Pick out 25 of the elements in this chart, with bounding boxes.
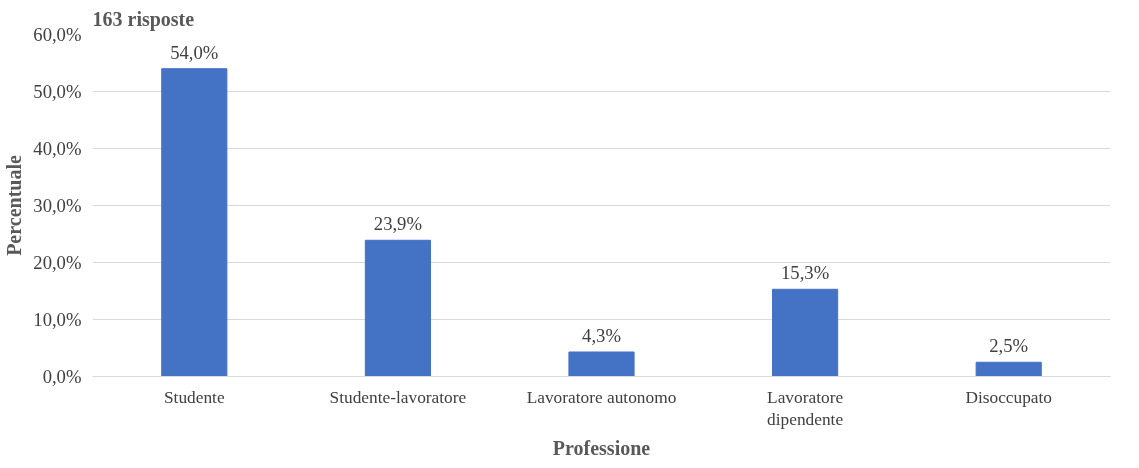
- bar: [568, 351, 635, 377]
- x-tick-label: Disoccupato: [965, 387, 1053, 407]
- y-tick-label: 0,0%: [42, 366, 82, 387]
- x-tick-label: Studente-lavoratore: [329, 387, 467, 407]
- y-tick-label: 40,0%: [33, 138, 82, 159]
- x-tick-label: Lavoratore autonomo: [526, 387, 677, 407]
- y-tick-label: 30,0%: [33, 195, 82, 216]
- chart-title: 163 risposte: [92, 7, 195, 31]
- y-tick-label: 20,0%: [33, 252, 82, 273]
- bar: [364, 239, 431, 377]
- bar: [772, 288, 839, 377]
- data-label: 2,5%: [989, 335, 1029, 357]
- y-axis-title: Percentuale: [3, 155, 26, 256]
- data-label: 4,3%: [582, 324, 621, 346]
- data-label: 54,0%: [170, 41, 219, 63]
- bar: [975, 361, 1042, 377]
- bar: [161, 68, 228, 377]
- y-tick-label: 60,0%: [33, 24, 82, 45]
- x-tick-label: Studente: [163, 387, 225, 407]
- data-label: 23,9%: [373, 213, 423, 235]
- x-tick-label: Lavoratore dipendente: [767, 387, 844, 430]
- y-tick-label: 10,0%: [33, 309, 82, 330]
- y-tick-label: 50,0%: [33, 81, 82, 102]
- x-axis-title: Professione: [552, 437, 651, 460]
- data-label: 15,3%: [781, 262, 830, 284]
